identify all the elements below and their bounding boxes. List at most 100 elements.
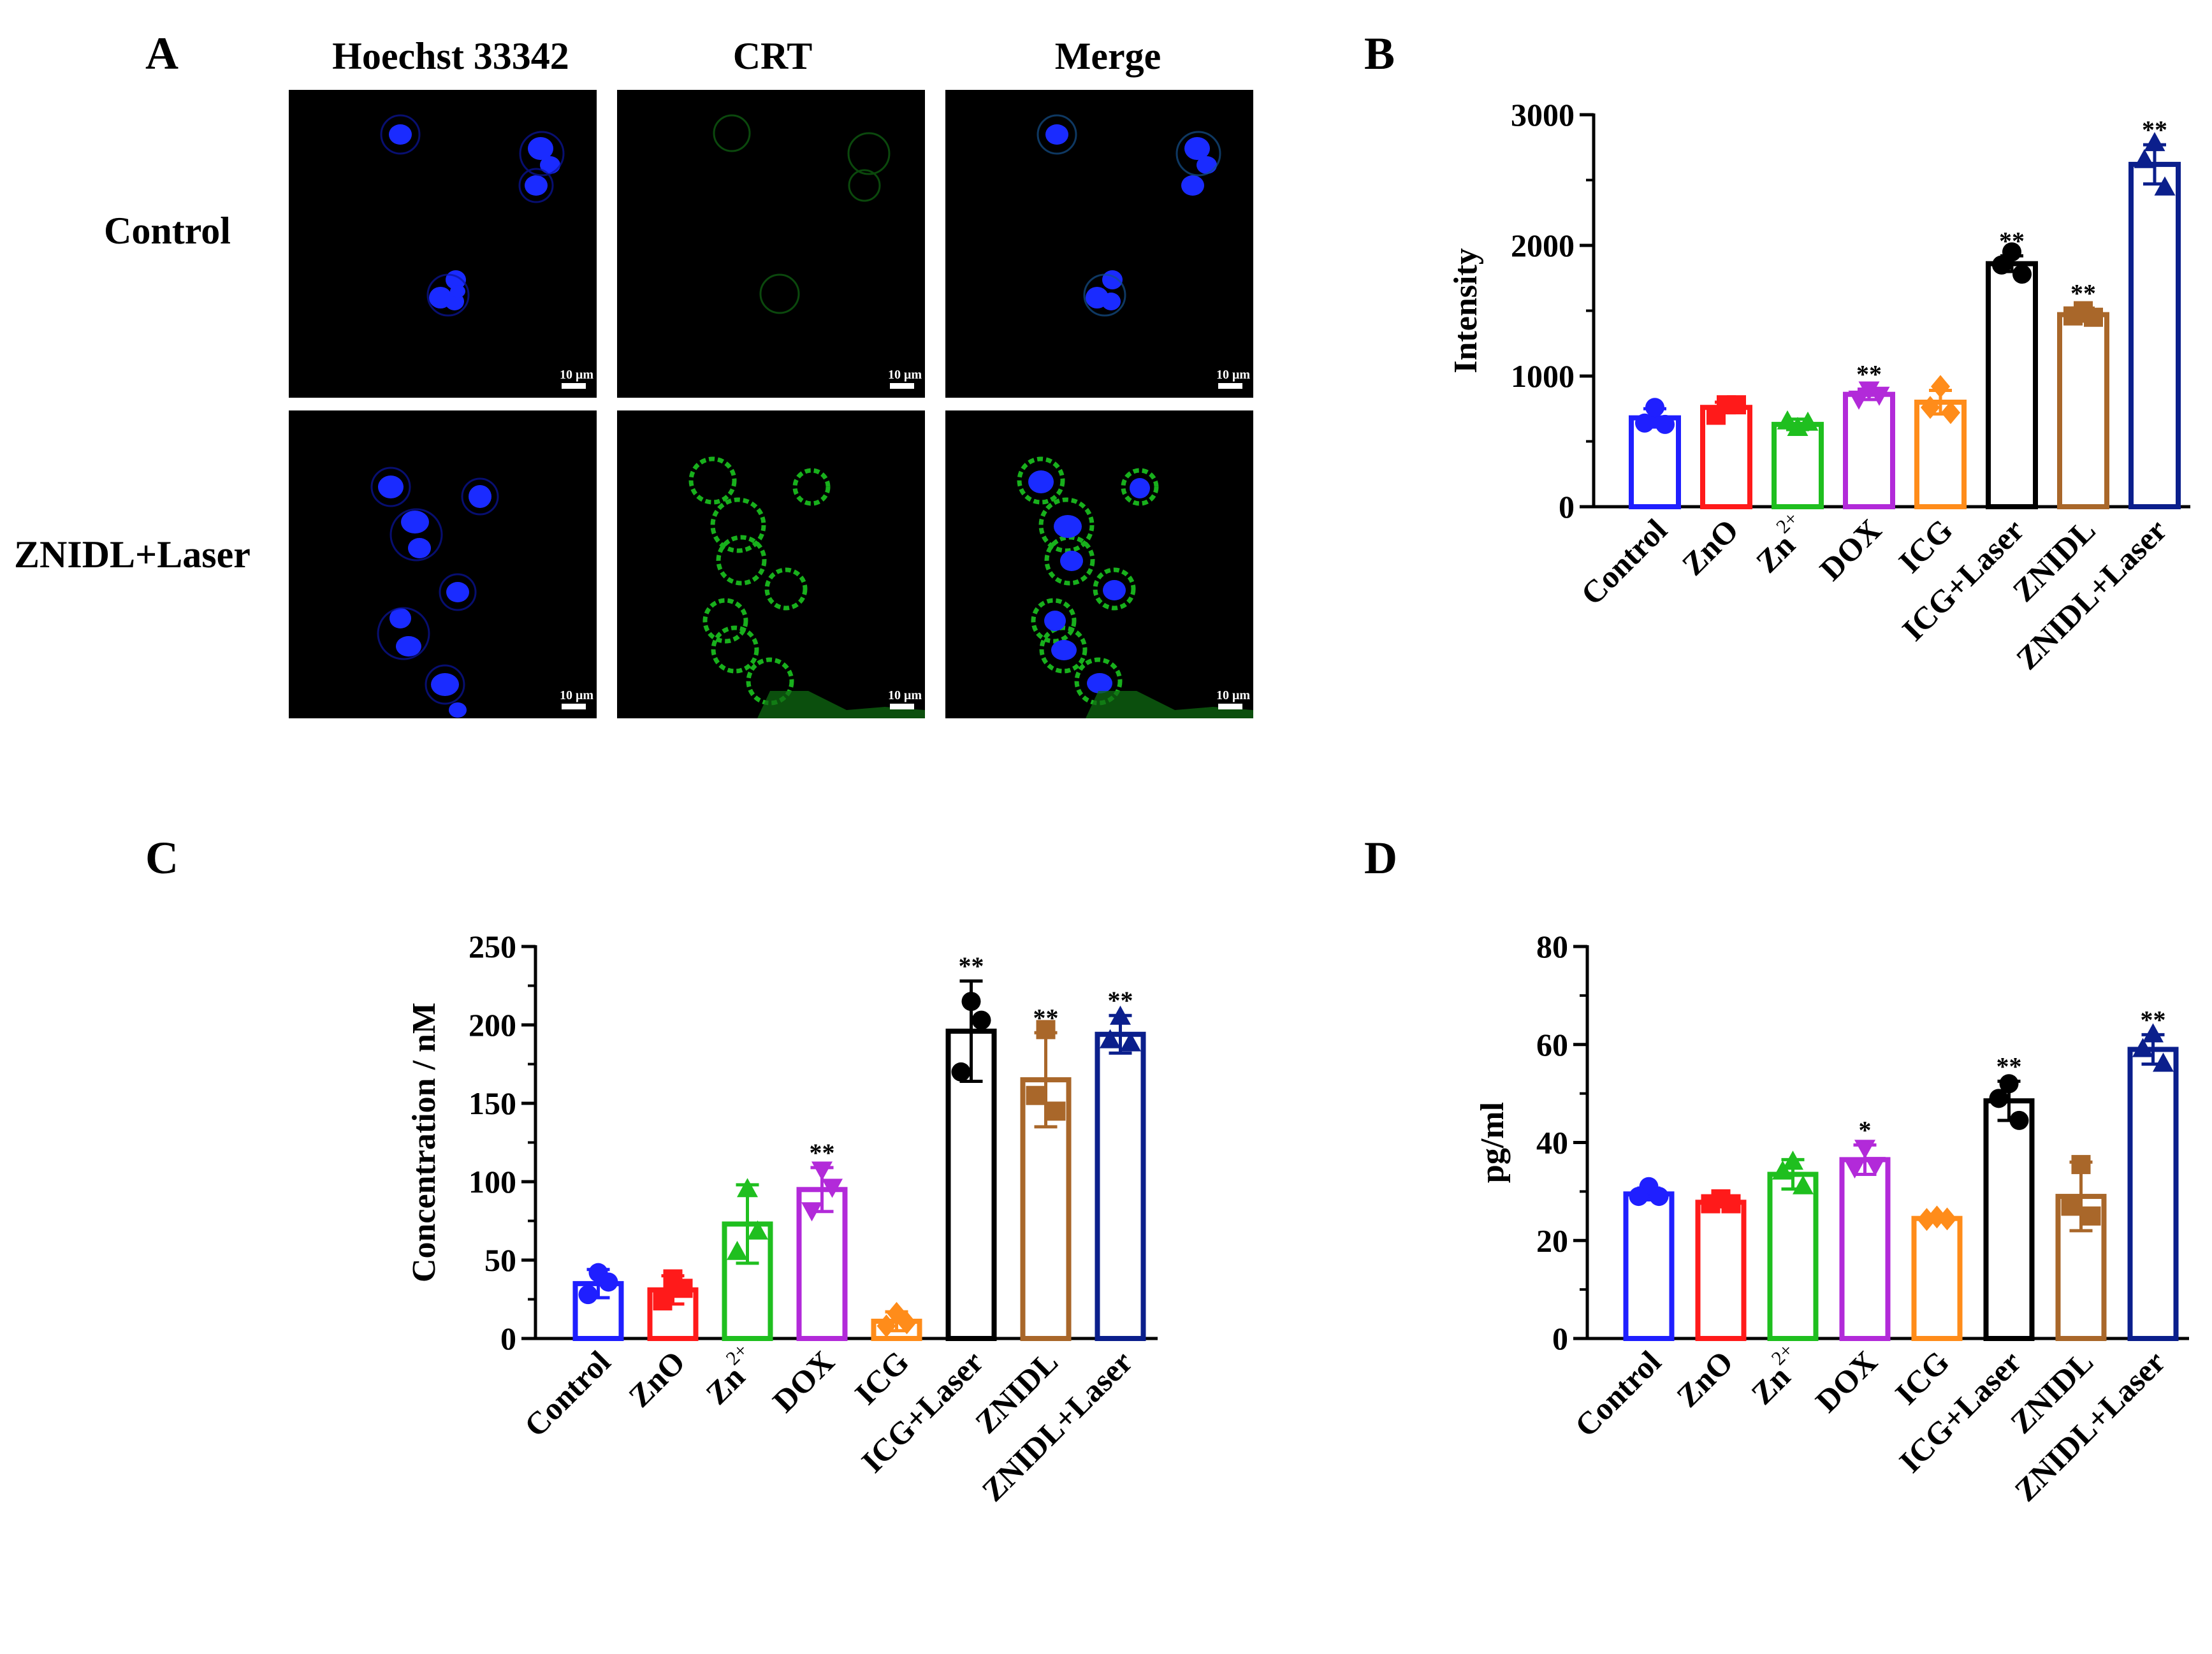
crt-image (713, 114, 891, 314)
data-point (2012, 265, 2032, 284)
y-tick-label: 0 (500, 1321, 516, 1356)
data-point (1645, 398, 1664, 417)
column-heading-hoechst: Hoechst 33342 (332, 35, 569, 77)
bar-group-icg (1911, 1205, 1963, 1341)
image-laser-crt: 10 μm (617, 410, 925, 718)
bar-group-znidl-laser: ** (1095, 986, 1146, 1341)
image-laser-merge: 10 μm (945, 410, 1253, 718)
bar-group-zno (647, 1269, 699, 1341)
scale-bar-line (1218, 383, 1242, 389)
significance-label: ** (1997, 1052, 2022, 1080)
bar-icg-laser (1983, 1098, 2035, 1341)
data-point (1797, 411, 1819, 431)
significance-label: ** (959, 952, 984, 980)
y-tick-label: 40 (1536, 1125, 1568, 1161)
data-point (2153, 1052, 2174, 1072)
data-point (961, 992, 981, 1012)
y-tick-label: 50 (484, 1242, 516, 1278)
column-heading-merge: Merge (1054, 35, 1161, 77)
data-point (1701, 1194, 1721, 1214)
image-control-crt: 10 μm (617, 90, 925, 398)
bar-znidl (2057, 312, 2109, 509)
scale-bar-line (890, 704, 914, 709)
data-point (2134, 149, 2155, 168)
category-label: ZnO (622, 1344, 692, 1414)
data-point (1629, 1187, 1648, 1207)
data-point (1921, 396, 1940, 419)
data-point (1100, 1029, 1121, 1048)
bar-dox (1843, 391, 1895, 510)
bar-zn2 (1767, 1172, 1819, 1341)
bar-group-icg (1914, 375, 1967, 509)
y-tick-label: 2000 (1511, 228, 1575, 263)
bar-group-zno (1700, 395, 1752, 510)
data-point (1721, 1194, 1741, 1214)
panel-letter-a: A (145, 28, 178, 79)
data-point (1120, 1032, 1141, 1052)
data-point (2081, 1206, 2101, 1226)
data-point (578, 1285, 598, 1305)
category-label: Zn2+ (1739, 1338, 1812, 1411)
image-control-hoechst: 10 μm (289, 90, 597, 398)
bar-znidl-laser (2127, 1047, 2179, 1341)
data-point (1046, 1101, 1066, 1121)
y-axis-label: Concentration / nM (406, 1003, 442, 1282)
y-tick-label: 20 (1536, 1222, 1568, 1258)
category-label: ICG (848, 1344, 915, 1411)
y-axis-label: pg/ml (1474, 1102, 1511, 1183)
crt-image (688, 456, 925, 718)
bar-group-znidl-laser: ** (2128, 115, 2181, 509)
bar-group-icg-laser: ** (945, 952, 997, 1341)
nuclei-image (380, 114, 565, 317)
bar-chart-concentration: 0 50 100 150 200 250 Concentration / nM Control… (406, 929, 1158, 1508)
category-label: ZnO (1670, 1344, 1740, 1414)
y-tick-label: 100 (469, 1164, 516, 1200)
bar-group-zn2 (1772, 410, 1824, 509)
bar-group-znidl-laser: ** (2127, 1005, 2179, 1341)
bar-group-dox: ** (1843, 360, 1895, 510)
data-point (1777, 410, 1798, 430)
scale-bar: 10 μm (1216, 688, 1250, 709)
data-point (1036, 1020, 1056, 1040)
bar-icg-laser (1986, 261, 2038, 509)
significance-label: ** (2141, 1005, 2166, 1034)
scale-bar-label: 10 μm (560, 688, 593, 702)
scale-bar-line (562, 383, 586, 389)
significance-label: ** (810, 1138, 835, 1167)
bar-group-dox: ** (796, 1138, 848, 1341)
data-point (2132, 1038, 2153, 1057)
y-tick-label: 3000 (1511, 97, 1575, 133)
bar-group-zn2 (1767, 1150, 1819, 1341)
bar-znidl-laser (2128, 161, 2181, 509)
data-point (1844, 1159, 1865, 1179)
y-axis-label: Intensity (1448, 248, 1484, 373)
data-point (1941, 401, 1960, 424)
y-tick-label: 1000 (1511, 358, 1575, 394)
scale-bar-label: 10 μm (1216, 688, 1250, 702)
category-label: Control (1574, 512, 1674, 612)
data-point (1854, 1140, 1875, 1159)
bar-group-znidl: ** (2057, 279, 2109, 509)
data-point (1026, 1085, 1045, 1105)
data-point (599, 1272, 618, 1292)
y-tick-label: 200 (469, 1007, 516, 1043)
image-control-merge: 10 μm (945, 90, 1253, 398)
row-heading-control: Control (104, 210, 231, 252)
bar-group-icg-laser: ** (1983, 1052, 2035, 1341)
scale-bar-line (562, 704, 586, 709)
bar-group-dox: * (1839, 1115, 1891, 1341)
data-point (801, 1202, 822, 1222)
data-point (1865, 1157, 1886, 1177)
bar-dox (1839, 1157, 1891, 1341)
data-point (877, 1314, 896, 1338)
category-label: Control (517, 1344, 617, 1444)
nuclei-image (370, 467, 499, 718)
bar-group-znidl (2055, 1155, 2107, 1341)
data-point (673, 1279, 693, 1298)
data-point (1706, 405, 1726, 425)
data-point (897, 1311, 917, 1335)
bar-chart-intensity: 0 1000 2000 3000 Intensity Control ZnO Zn2+ ** DO… (1448, 97, 2190, 676)
row-heading-znidl-laser: ZNIDL+Laser (14, 533, 251, 576)
data-point (653, 1291, 673, 1310)
y-tick-label: 80 (1536, 929, 1568, 964)
